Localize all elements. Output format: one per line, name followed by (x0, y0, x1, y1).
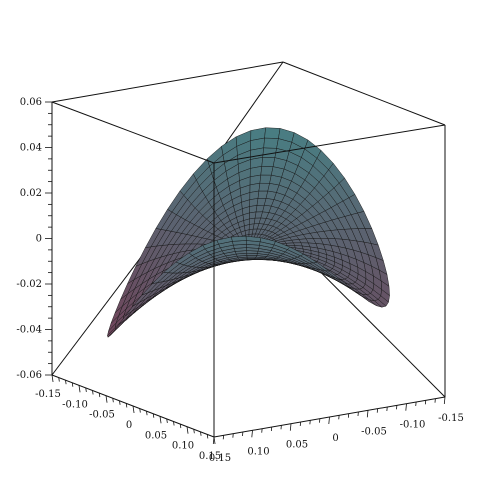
z-axis-tick-label: 0.02 (20, 188, 42, 199)
z-axis-tick-label: 0 (36, 234, 42, 245)
surface-patch (263, 137, 279, 149)
y-axis-tick-label: -0.15 (438, 413, 464, 424)
y-axis-tick-0 (212, 436, 215, 445)
x-axis-tick-23 (206, 434, 209, 439)
z-axis-tick-label: -0.04 (16, 325, 42, 336)
x-axis-tick-19 (179, 424, 182, 429)
y-axis-tick-20 (405, 403, 407, 411)
x-axis-tick-4 (78, 385, 81, 393)
x-axis-tick-7 (98, 393, 101, 398)
surface-patch (260, 166, 274, 176)
x-axis-tick-label: -0.15 (35, 389, 61, 400)
x-axis-tick-12 (132, 405, 135, 414)
x-axis-tick-label: 0 (126, 420, 132, 431)
y-axis-tick-4 (251, 430, 253, 438)
surface-patch (264, 127, 281, 139)
x-axis-tick-15 (152, 413, 155, 418)
surface-patch (378, 295, 389, 307)
x-axis-tick-9 (112, 398, 114, 403)
x-axis-tick-0 (51, 374, 54, 383)
x-axis-tick-2 (65, 380, 67, 385)
y-axis-tick-label: -0.05 (361, 426, 387, 437)
x-axis-tick-11 (125, 403, 128, 408)
y-axis: 0.15 0.10 0.05 0 -0.05 -0.10 -0.15 (209, 396, 464, 464)
x-axis-tick-label: -0.10 (62, 399, 88, 410)
x-axis-tick-1 (58, 377, 60, 382)
x-axis-tick-label: 0.10 (172, 441, 194, 452)
x-axis-tick-14 (146, 411, 148, 416)
x-axis-tick-5 (85, 387, 87, 392)
z-axis: 0.06 0.04 0.02 0 -0.02 -0.04 -0.06 (16, 97, 52, 381)
z-axis-tick-label: 0.04 (20, 143, 42, 154)
y-axis-tick-24 (443, 396, 446, 405)
z-axis-tick-label: -0.02 (16, 279, 42, 290)
x-axis: -0.15-0.10-0.05 0 0.05 0.10 0.15 (35, 374, 221, 462)
box-edge-top-front-left (51, 101, 215, 164)
x-axis-tick-18 (173, 421, 175, 426)
x-axis-tick-22 (200, 431, 202, 436)
x-axis-tick-17 (166, 418, 168, 423)
x-axis-tick-16 (159, 416, 162, 424)
x-axis-tick-21 (193, 429, 195, 434)
x-axis-tick-8 (105, 395, 108, 403)
y-axis-tick-label: 0.05 (286, 440, 308, 451)
y-axis-tick-8 (289, 423, 292, 431)
y-axis-tick-12 (328, 416, 330, 425)
x-axis-tick-label: 0.15 (199, 451, 221, 462)
x-axis-tick-6 (92, 390, 94, 395)
y-axis-tick-label: 0 (332, 433, 338, 444)
y-axis-tick-label: 0.10 (247, 446, 269, 457)
x-axis-tick-10 (119, 400, 121, 405)
surface-patch (261, 157, 276, 167)
x-axis-tick-13 (139, 408, 141, 413)
box-edge-top-back-right (282, 61, 446, 126)
y-axis-tick-label: -0.10 (400, 420, 426, 431)
box-edge-top-back-left (51, 61, 284, 103)
surface-patch (231, 235, 247, 242)
surface-mesh (107, 127, 390, 338)
y-axis-tick-label: 0.15 (209, 453, 231, 464)
box-edge-top-front-right (213, 124, 446, 164)
z-axis-tick-label: -0.06 (16, 370, 42, 381)
surface-patch (259, 174, 272, 184)
x-axis-tick-label: 0.05 (145, 430, 167, 441)
x-axis-tick-20 (186, 426, 189, 434)
z-axis-tick-label: 0.06 (20, 97, 42, 108)
x-axis-tick-label: -0.05 (89, 410, 115, 421)
y-axis-tick-16 (366, 410, 369, 418)
x-axis-tick-3 (71, 382, 74, 387)
